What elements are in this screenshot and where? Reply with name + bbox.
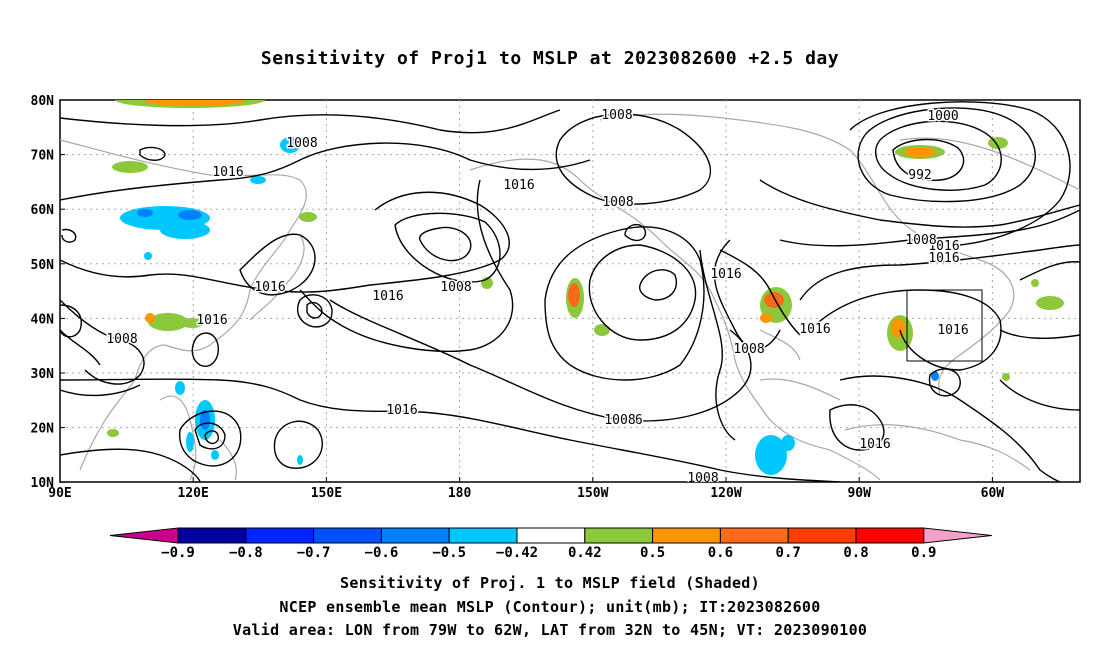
contour-label: 992	[908, 168, 931, 183]
lon-tick-label: 150W	[577, 486, 608, 501]
lon-tick-label: 120W	[710, 486, 741, 501]
colorbar-tick-label: −0.6	[365, 545, 399, 561]
lon-tick-label: 120E	[178, 486, 209, 501]
colorbar-bin	[448, 527, 518, 544]
contour-labels: 1008101610161008100810161016100810161008…	[105, 107, 970, 486]
contour-label: 1000	[927, 109, 958, 124]
colorbar-tick-label: −0.7	[297, 545, 331, 561]
lon-tick-label: 60W	[981, 486, 1005, 501]
contour-label: 1016	[611, 413, 642, 428]
contour-label: 1008	[733, 342, 764, 357]
contour-label: 1008	[604, 413, 635, 428]
colorbar-tick-label: −0.42	[496, 545, 538, 561]
colorbar-tick-label: 0.6	[708, 545, 733, 561]
lon-tick-label: 90W	[847, 486, 871, 501]
lat-tick-label: 50N	[31, 258, 55, 273]
sensitivity-shading	[107, 100, 1064, 475]
lat-tick-label: 10N	[31, 476, 55, 491]
lat-tick-label: 30N	[31, 367, 55, 382]
contour-label: 1016	[928, 251, 959, 266]
colorbar-bin	[787, 527, 857, 544]
contour-label: 1016	[503, 178, 534, 193]
colorbar-tick-label: 0.5	[640, 545, 665, 561]
colorbar-right-extension	[923, 527, 992, 544]
contour-label: 1016	[196, 313, 227, 328]
lon-tick-label: 180	[448, 486, 472, 501]
contour-label: 1008	[687, 471, 718, 486]
contour-label: 1008	[601, 108, 632, 123]
colorbar-bin	[652, 527, 721, 544]
colorbar: −0.9 −0.8 −0.7 −0.6 −0.5 −0.42 0.42 0.5 0.6 0.7 0.…	[109, 527, 992, 561]
colorbar-tick-label: 0.7	[776, 545, 801, 561]
lat-lon-grid	[60, 100, 1080, 482]
lon-axis: 90E 120E 150E 180 150W 120W 90W 60W	[48, 477, 1004, 501]
contour-label: 1016	[372, 289, 403, 304]
contour-label: 1008	[602, 195, 633, 210]
colorbar-bin	[516, 527, 586, 544]
mslp-contours	[60, 101, 1080, 482]
chart-title: Sensitivity of Proj1 to MSLP at 20230826…	[260, 48, 840, 69]
contour-label: 1016	[254, 280, 285, 295]
contour-label: 1008	[440, 280, 471, 295]
contour-label: 1008	[905, 233, 936, 248]
colorbar-tick-label: −0.5	[432, 545, 466, 561]
caption-line-3: Valid area: LON from 79W to 62W, LAT fro…	[232, 621, 868, 639]
colorbar-bin	[855, 527, 925, 544]
colorbar-bin	[313, 527, 382, 544]
colorbar-tick-label: 0.9	[911, 545, 936, 561]
coastlines	[60, 113, 1080, 481]
lat-tick-label: 80N	[31, 94, 55, 109]
colorbar-bin	[719, 527, 789, 544]
colorbar-tick-label: 0.42	[568, 545, 602, 561]
contour-label: 1016	[710, 267, 741, 282]
lat-tick-label: 40N	[31, 312, 55, 327]
colorbar-left-extension	[109, 527, 179, 544]
colorbar-bin	[380, 527, 450, 544]
contour-label: 1016	[859, 437, 890, 452]
colorbar-bin	[245, 527, 315, 544]
lat-tick-label: 20N	[31, 422, 55, 437]
colorbar-bin	[177, 527, 247, 544]
caption-line-2: NCEP ensemble mean MSLP (Contour); unit(…	[279, 598, 821, 616]
lon-tick-label: 90E	[48, 486, 71, 501]
contour-label: 1008	[286, 136, 317, 151]
colorbar-tick-label: 0.8	[843, 545, 868, 561]
contour-label: 1016	[212, 165, 243, 180]
lat-axis: 80N 70N 60N 50N 40N 30N 20N 10N	[31, 94, 65, 491]
contour-label: 1016	[937, 323, 968, 338]
contour-label: 1008	[106, 332, 137, 347]
contour-label: 1016	[928, 239, 959, 254]
lon-tick-label: 150E	[311, 486, 342, 501]
contour-label: 1016	[386, 403, 417, 418]
valid-area-box	[906, 289, 983, 362]
colorbar-bin	[584, 527, 654, 544]
colorbar-tick-label: −0.9	[161, 545, 195, 561]
lat-tick-label: 60N	[31, 203, 55, 218]
lat-tick-label: 70N	[31, 149, 55, 164]
colorbar-tick-label: −0.8	[229, 545, 263, 561]
caption-line-1: Sensitivity of Proj. 1 to MSLP field (Sh…	[340, 574, 760, 592]
contour-label: 1016	[799, 322, 830, 337]
